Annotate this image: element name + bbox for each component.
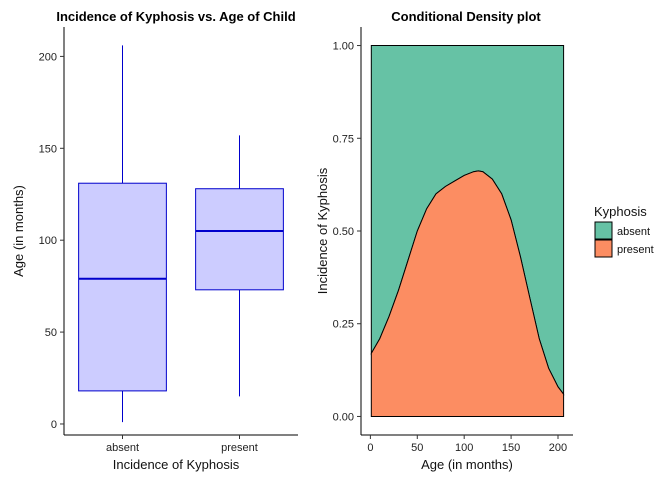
boxplot-y-tick-label: 0 [51, 419, 57, 431]
boxplot-x-tick-label: absent [106, 442, 139, 454]
density-y-tick-label: 1.00 [333, 41, 354, 53]
density-panel: Conditional Density plot 0.00 0.25 0.50 0.7… [315, 9, 573, 472]
legend-items: absent present [594, 221, 654, 258]
boxplot-x-axis-label: Incidence of Kyphosis [113, 457, 240, 472]
density-plot-area [370, 45, 565, 417]
legend-title: Kyphosis [594, 204, 647, 219]
boxplot-y-tick-label: 200 [39, 51, 57, 63]
boxplot-x-tick-label: present [221, 442, 258, 454]
boxplot-y-axis-label: Age (in months) [11, 185, 26, 277]
boxplot-y-ticks: 0 50 100 150 200 [39, 51, 64, 431]
density-y-tick-label: 0.25 [333, 319, 354, 331]
boxplot-panel: Incidence of Kyphosis vs. Age of Child 0… [11, 9, 298, 472]
boxplot-plot-area [78, 45, 284, 423]
legend-swatch-absent [594, 221, 613, 240]
boxplot-box [195, 188, 284, 291]
density-y-axis-label: Incidence of Kyphosis [315, 167, 330, 294]
boxplot-title: Incidence of Kyphosis vs. Age of Child [56, 9, 295, 24]
density-y-ticks: 0.00 0.25 0.50 0.75 1.00 [333, 41, 361, 423]
boxplot-y-tick-label: 50 [45, 327, 57, 339]
density-x-tick-label: 0 [367, 442, 373, 454]
density-y-tick-label: 0.75 [333, 133, 354, 145]
density-x-tick-label: 200 [549, 442, 567, 454]
boxplot-x-ticks: absent present [106, 435, 258, 454]
boxplot-box [78, 182, 167, 392]
density-x-axis-label: Age (in months) [421, 457, 513, 472]
density-x-ticks: 0 50 100 150 200 [367, 435, 567, 454]
boxplot-y-tick-label: 150 [39, 143, 57, 155]
legend-label-absent: absent [617, 226, 650, 238]
density-y-tick-label: 0.00 [333, 411, 354, 423]
boxplot-y-tick-label: 100 [39, 235, 57, 247]
density-area-present [370, 170, 565, 417]
legend-label-present: present [617, 244, 654, 256]
density-y-tick-label: 0.50 [333, 226, 354, 238]
legend: Kyphosis absent present [594, 204, 654, 258]
density-title: Conditional Density plot [391, 9, 541, 24]
density-x-tick-label: 150 [502, 442, 520, 454]
density-x-tick-label: 100 [455, 442, 473, 454]
density-x-tick-label: 50 [411, 442, 423, 454]
legend-swatch-present [594, 239, 613, 258]
